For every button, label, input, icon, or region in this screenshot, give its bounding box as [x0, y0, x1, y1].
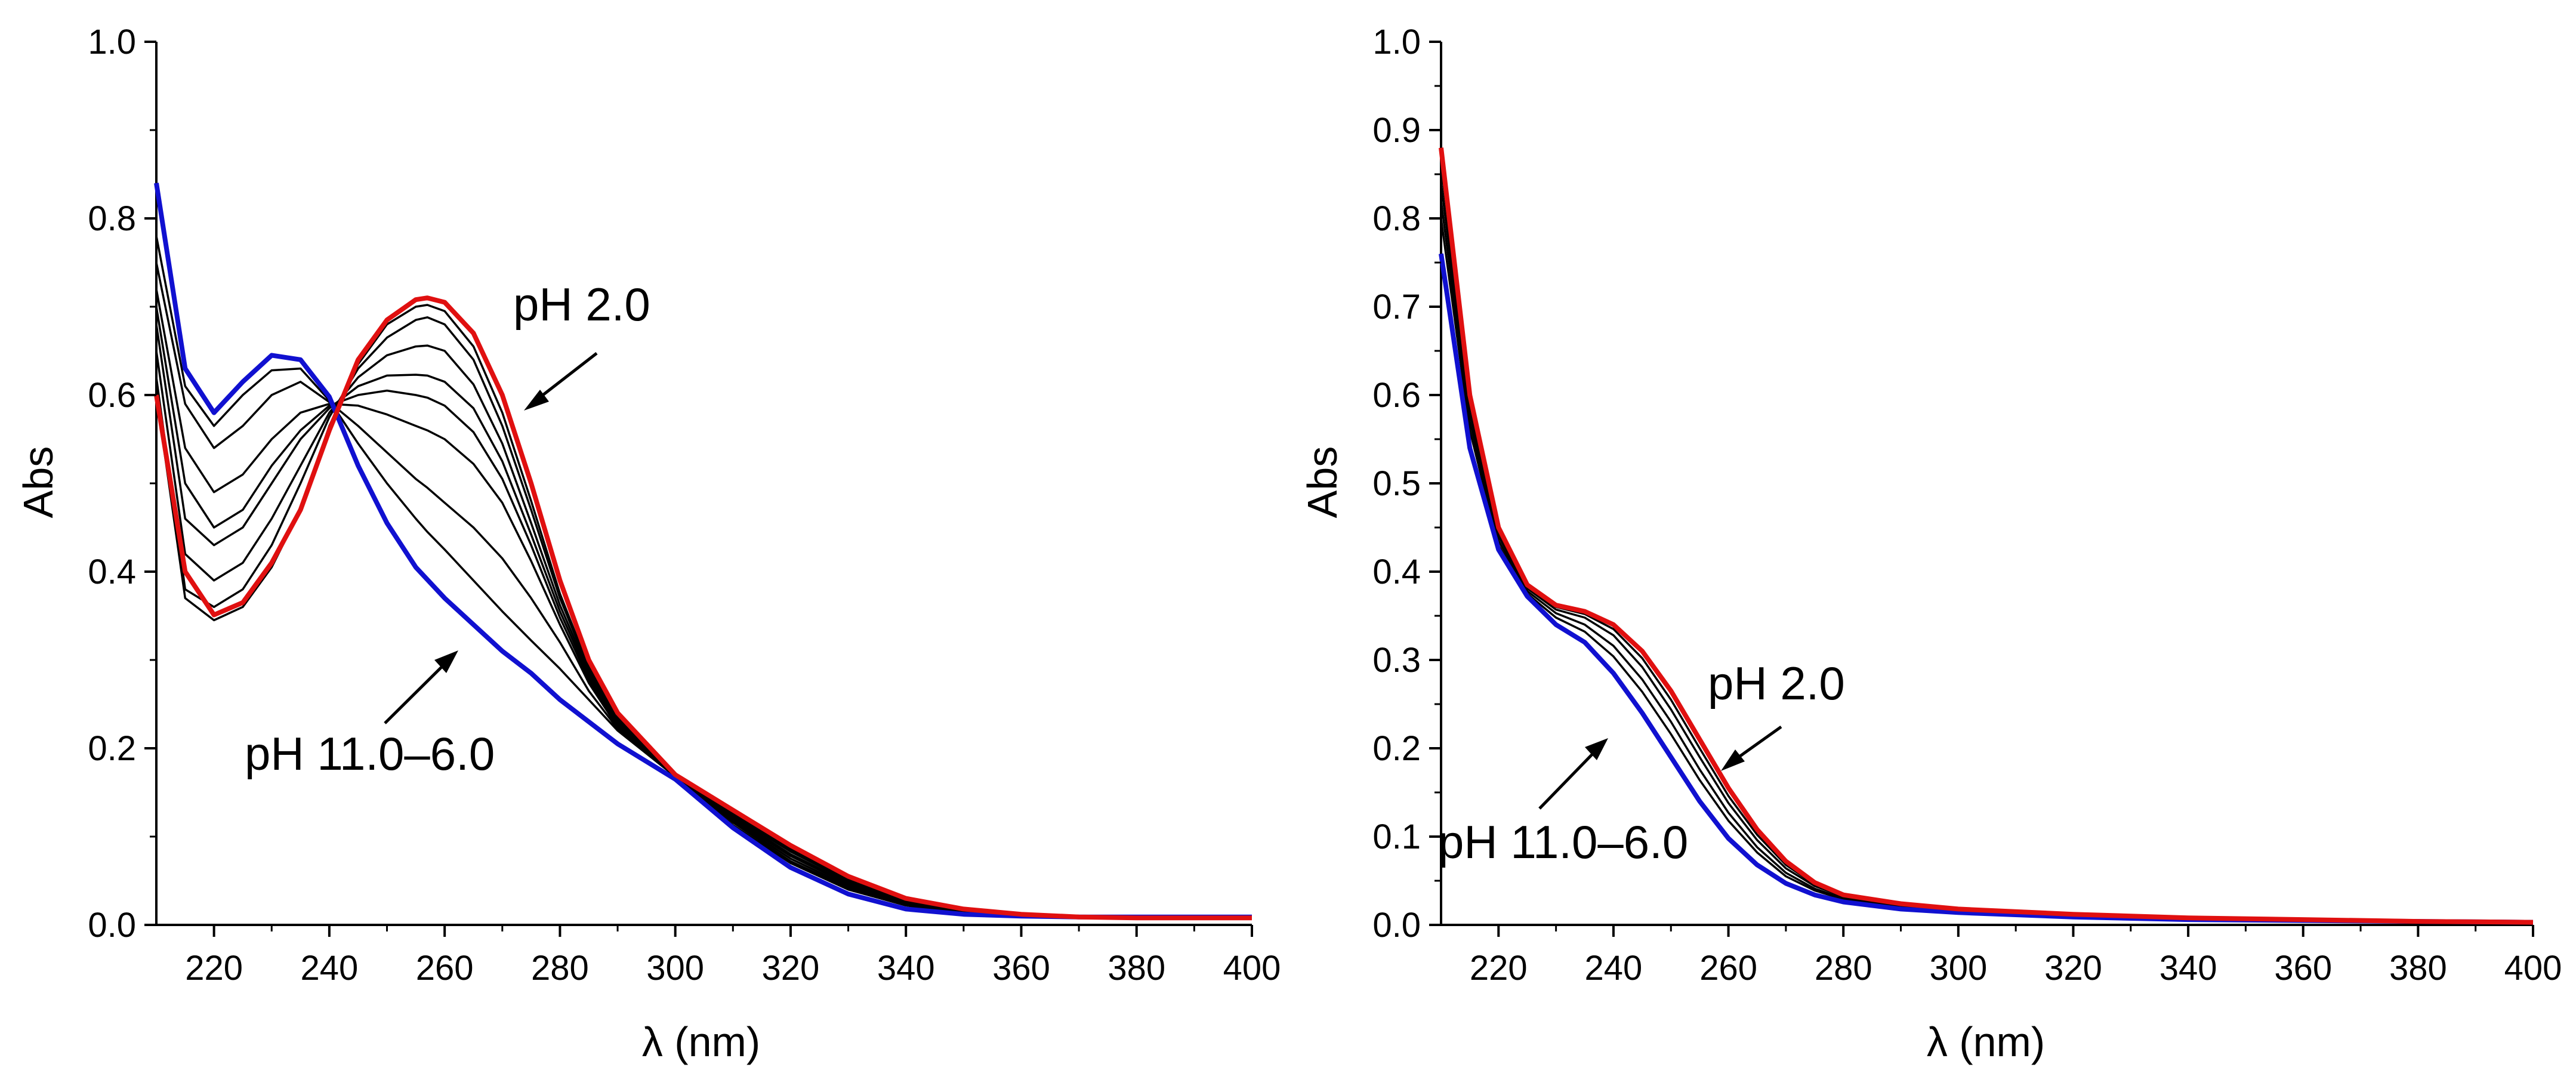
right-x-tick-label: 240 [1585, 949, 1643, 988]
right-x-tick-label: 300 [1929, 949, 1987, 988]
right-x-tick-label: 340 [2159, 949, 2217, 988]
right-x-tick-label: 320 [2044, 949, 2102, 988]
right-x-tick-label: 260 [1699, 949, 1757, 988]
right-x-tick-label: 400 [2504, 949, 2562, 988]
right-ticks-layer: 220 240 260 280 300 320 340 360 380 400 0.0 0.1 0.2 0… [1372, 23, 2562, 988]
right-y-tick-label: 0.1 [1372, 817, 1421, 856]
left-x-tick-label: 380 [1107, 949, 1165, 988]
left-x-tick-label: 360 [992, 949, 1050, 988]
left-x-tick-label: 340 [877, 949, 935, 988]
right-annotation-ph-2-arrowhead [1721, 749, 1745, 771]
left-y-tick-label: 0.0 [88, 906, 136, 945]
left-x-tick-label: 320 [762, 949, 820, 988]
right-annotation-ph-11-6-arrowhead [1585, 738, 1608, 760]
right-y-tick-label: 1.0 [1372, 23, 1421, 61]
left-series-line [154, 295, 1252, 921]
right-y-tick-label: 0.0 [1372, 906, 1421, 945]
left-x-tick-label: 280 [531, 949, 589, 988]
left-y-tick-label: 0.8 [88, 199, 136, 238]
right-chart-panel: 220 240 260 280 300 320 340 360 380 400 0.0 0.1 0.2 0… [1299, 23, 2562, 1065]
right-annotation-ph-11-6: pH 11.0–6.0 [1438, 816, 1688, 868]
right-y-tick-label: 0.9 [1372, 111, 1421, 150]
right-x-tick-label: 380 [2389, 949, 2447, 988]
left-ticks-layer: 220 240 260 280 300 320 340 360 380 400 0.0 0.2 0.4 0… [88, 23, 1281, 988]
left-y-axis-title: Abs [15, 446, 61, 519]
left-series-layer [154, 183, 1252, 921]
left-x-tick-label: 300 [646, 949, 704, 988]
right-y-tick-label: 0.6 [1372, 376, 1421, 415]
left-x-axis-title: λ (nm) [642, 1019, 760, 1065]
right-y-tick-label: 0.8 [1372, 199, 1421, 238]
left-annotation-ph-2: pH 2.0 [513, 278, 650, 331]
left-x-tick-label: 240 [301, 949, 359, 988]
right-x-axis-title: λ (nm) [1927, 1019, 2045, 1065]
right-y-tick-label: 0.2 [1372, 729, 1421, 768]
left-chart-panel: 220 240 260 280 300 320 340 360 380 400 0.0 0.2 0.4 0… [15, 23, 1281, 1065]
left-x-tick-label: 400 [1223, 949, 1281, 988]
left-annotation-ph-11-6-arrowhead [434, 650, 458, 673]
right-y-tick-label: 0.7 [1372, 288, 1421, 326]
left-x-tick-label: 260 [416, 949, 474, 988]
right-series-layer [1439, 147, 2534, 925]
right-series-line [1439, 147, 2534, 925]
left-y-tick-label: 0.4 [88, 553, 136, 591]
left-y-tick-label: 1.0 [88, 23, 136, 61]
right-annotation-ph-2: pH 2.0 [1708, 657, 1845, 709]
right-y-tick-label: 0.3 [1372, 641, 1421, 680]
left-annotation-ph-2-arrowhead [524, 390, 549, 411]
right-x-tick-label: 220 [1470, 949, 1528, 988]
right-x-tick-label: 280 [1815, 949, 1872, 988]
left-y-tick-label: 0.6 [88, 376, 136, 415]
left-series-line [154, 183, 1252, 920]
right-annotation-ph-11-6-arrow-line [1538, 745, 1602, 810]
right-x-tick-label: 360 [2274, 949, 2332, 988]
left-y-tick-label: 0.2 [88, 729, 136, 768]
right-y-axis-title: Abs [1299, 446, 1346, 519]
right-y-tick-label: 0.4 [1372, 553, 1421, 591]
left-annotation-ph-11-6: pH 11.0–6.0 [245, 727, 495, 780]
right-y-tick-label: 0.5 [1372, 464, 1421, 503]
left-x-tick-label: 220 [185, 949, 243, 988]
left-annotation-ph-11-6-arrow-line [384, 657, 452, 724]
